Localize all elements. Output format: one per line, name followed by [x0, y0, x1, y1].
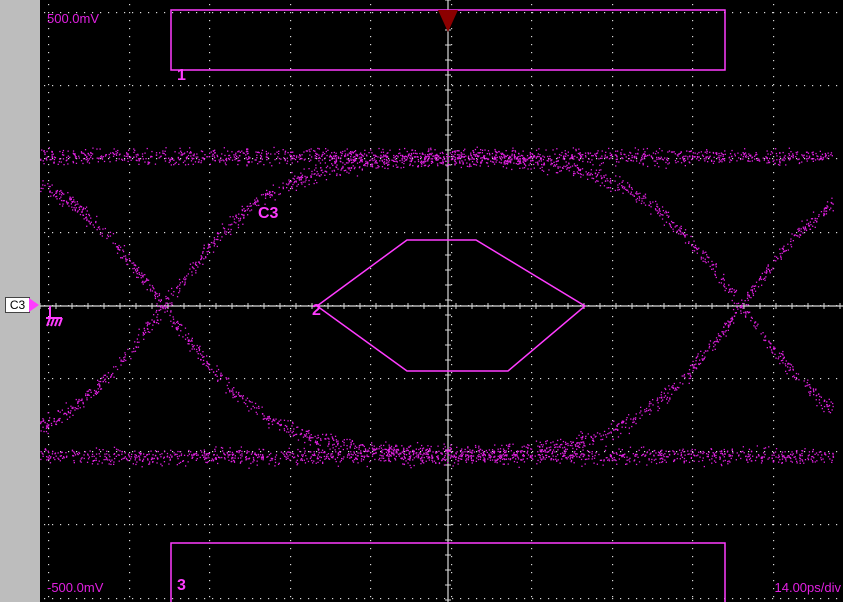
mask-3-rect[interactable]: [170, 542, 726, 602]
mask-3-label: 3: [177, 577, 186, 594]
vertical-scale-top: 500.0mV: [47, 11, 100, 26]
scope-display[interactable]: 500.0mV -500.0mV 14.00ps/div 1 2 3 C3: [40, 0, 843, 602]
graticule-grid: [40, 0, 843, 602]
trace-label: C3: [258, 205, 279, 222]
channel-marker-label: C3: [5, 297, 30, 313]
channel-marker-icon[interactable]: C3: [5, 296, 41, 316]
ground-icon: [46, 306, 63, 327]
trigger-marker-icon[interactable]: [438, 10, 458, 32]
vertical-scale-bottom: -500.0mV: [47, 580, 104, 595]
mask-2-hexagon[interactable]: [315, 239, 587, 372]
channel-marker-arrow: [29, 298, 39, 312]
timebase-label: 14.00ps/div: [774, 580, 842, 595]
mask-1-label: 1: [177, 67, 186, 84]
eye-diagram-trace: [40, 146, 835, 469]
waveform-canvas: [40, 0, 843, 602]
mask-2-label: 2: [312, 302, 321, 319]
